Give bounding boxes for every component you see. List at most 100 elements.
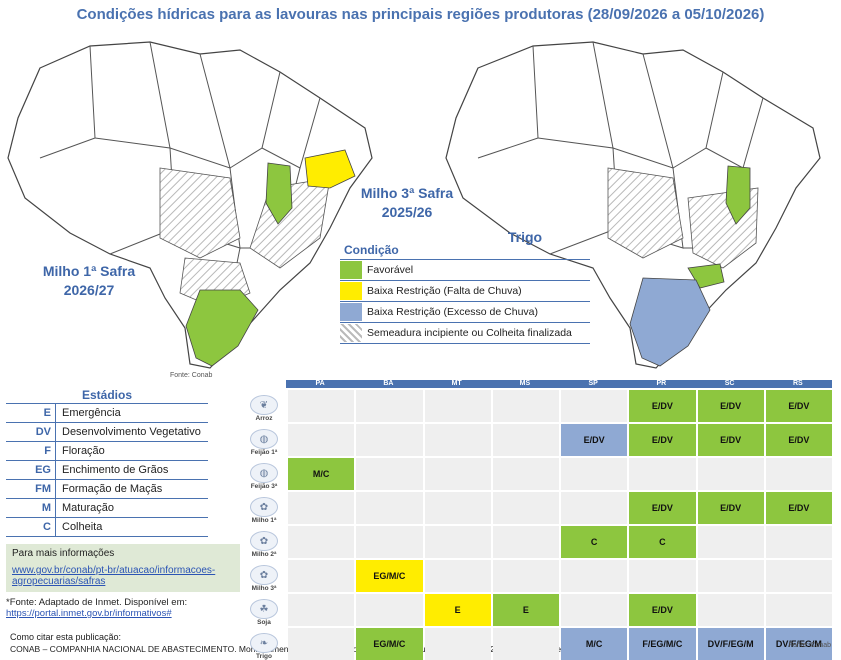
stage-cell	[288, 628, 355, 660]
map-label-milho1: Milho 1ª Safra 2026/27	[34, 262, 144, 300]
condition-legend: Condição Favorável Baixa Restrição (Falt…	[340, 243, 590, 344]
estadios-table: Estádios E Emergência DV Desenvolvimento Ve…	[6, 388, 208, 537]
stage-cell	[424, 560, 491, 592]
grid-source: Fonte: Conab	[788, 642, 831, 649]
stage-cell	[492, 424, 559, 456]
stage-cell: E	[424, 594, 491, 626]
estadio-row: FM Formação de Maçãs	[6, 480, 208, 499]
info-box: Para mais informações www.gov.br/conab/p…	[6, 544, 240, 592]
map-label-milho3-line2: 2025/26	[381, 204, 433, 220]
state-header-rs: RS	[793, 380, 803, 387]
stage-cell: DV/F/EG/M	[697, 628, 764, 660]
estadio-row: DV Desenvolvimento Vegetativo	[6, 423, 208, 442]
estadio-code: E	[6, 404, 56, 422]
legend-row: Favorável	[340, 260, 590, 281]
crop-label: ◍ Feijão 1ª	[242, 424, 286, 456]
estadio-desc: Desenvolvimento Vegetativo	[62, 426, 201, 438]
legend-row: Baixa Restrição (Excesso de Chuva)	[340, 302, 590, 323]
stage-cell: E/DV	[629, 424, 696, 456]
legend-swatch-falta-chuva	[340, 282, 362, 300]
estadio-code: DV	[6, 423, 56, 441]
footnote-text: *Fonte: Adaptado de Inmet. Disponível em…	[6, 597, 188, 608]
region-tocantins-green	[265, 162, 293, 225]
stage-cell: M/C	[561, 628, 628, 660]
stage-cell	[424, 492, 491, 524]
stage-cell	[492, 458, 559, 490]
estadio-desc: Formação de Maçãs	[62, 483, 163, 495]
stage-cell	[697, 458, 764, 490]
state-header-sp: SP	[588, 380, 598, 387]
estadio-row: M Maturação	[6, 499, 208, 518]
region-central-green	[725, 165, 751, 225]
state-header-pr: PR	[656, 380, 667, 387]
stage-cell	[492, 628, 559, 660]
brazil-map-trigo	[445, 41, 821, 369]
state-header-ms: MS	[519, 380, 531, 387]
crop-label: ◍ Feijão 3ª	[242, 458, 286, 490]
stage-cell	[765, 526, 832, 558]
crop-name: Milho 2ª	[251, 551, 277, 558]
stage-cell	[765, 560, 832, 592]
stage-cell: E/DV	[697, 492, 764, 524]
estadio-code: F	[6, 442, 56, 460]
region-south-blue	[629, 277, 711, 367]
map-label-trigo: Trigo	[507, 229, 543, 245]
crop-row: ✿ Milho 3ª EG/M/C	[242, 560, 832, 592]
crop-label: ❧ Trigo	[242, 628, 286, 660]
stage-cell	[356, 526, 423, 558]
crop-row: ❦ Arroz E/DV E/DV E/DV	[242, 390, 832, 422]
estadio-row: E Emergência	[6, 404, 208, 423]
estadio-row: C Colheita	[6, 518, 208, 537]
stage-cell	[561, 594, 628, 626]
stage-cell	[561, 458, 628, 490]
crop-name: Milho 1ª	[251, 517, 277, 524]
footnote-link[interactable]: https://portal.inmet.gov.br/informativos…	[6, 608, 172, 619]
stage-cell	[561, 560, 628, 592]
stage-cell	[424, 526, 491, 558]
stage-cell: E/DV	[629, 390, 696, 422]
stage-cell: E/DV	[765, 492, 832, 524]
crop-name: Feijão 3ª	[250, 483, 278, 490]
map-label-milho3-line1: Milho 3ª Safra	[360, 185, 454, 201]
corn-icon: ✿	[250, 497, 278, 517]
estadio-desc: Floração	[62, 445, 105, 457]
stage-cell: F/EG/M/C	[629, 628, 696, 660]
estadio-desc: Maturação	[62, 502, 114, 514]
crop-row: ◍ Feijão 1ª E/DV E/DV E/DV E/DV	[242, 424, 832, 456]
crop-row: ❧ Trigo EG/M/C M/C F/EG/M/C DV/F/EG/M DV/F/EG/…	[242, 628, 832, 660]
estadio-code: C	[6, 518, 56, 536]
bean-icon: ◍	[250, 463, 278, 483]
stage-cell	[492, 390, 559, 422]
legend-swatch-hatch	[340, 324, 362, 342]
crop-row: ✿ Milho 1ª E/DV E/DV E/DV	[242, 492, 832, 524]
crop-label: ❦ Arroz	[242, 390, 286, 422]
stage-cell: E/DV	[697, 424, 764, 456]
stage-cell	[424, 390, 491, 422]
stage-cell	[356, 458, 423, 490]
estadio-row: F Floração	[6, 442, 208, 461]
crop-label: ✿ Milho 2ª	[242, 526, 286, 558]
stage-cell: C	[561, 526, 628, 558]
stage-cell	[288, 492, 355, 524]
stage-cell	[561, 390, 628, 422]
legend-title: Condição	[340, 243, 590, 260]
stage-cell	[492, 560, 559, 592]
stage-cell	[629, 458, 696, 490]
stage-cell	[356, 492, 423, 524]
stage-cell	[424, 628, 491, 660]
map-label-milho1-line1: Milho 1ª Safra	[42, 263, 136, 279]
state-header-mt: MT	[451, 380, 462, 387]
map-label-milho3: Milho 3ª Safra 2025/26	[352, 184, 462, 222]
stage-cell	[765, 458, 832, 490]
stage-cell	[356, 424, 423, 456]
crop-label: ✿ Milho 1ª	[242, 492, 286, 524]
estadio-code: EG	[6, 461, 56, 479]
info-link[interactable]: www.gov.br/conab/pt-br/atuacao/informaco…	[12, 565, 215, 587]
estadio-desc: Colheita	[62, 521, 103, 533]
legend-row: Baixa Restrição (Falta de Chuva)	[340, 281, 590, 302]
stage-cell	[288, 424, 355, 456]
crop-label: ☘ Soja	[242, 594, 286, 626]
stage-cell: E/DV	[561, 424, 628, 456]
legend-label: Baixa Restrição (Excesso de Chuva)	[367, 306, 538, 318]
legend-row: Semeadura incipiente ou Colheita finaliz…	[340, 323, 590, 344]
